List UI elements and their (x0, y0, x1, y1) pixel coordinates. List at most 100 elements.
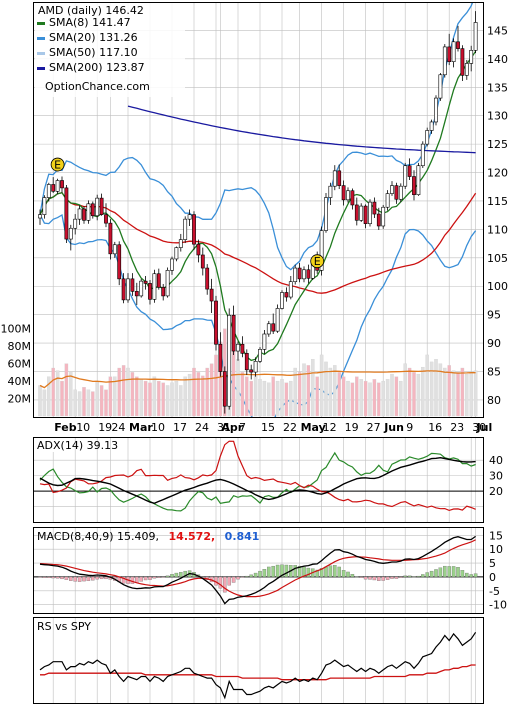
legend-entry: SMA(20) 131.26 (49, 31, 138, 44)
volume-bar (42, 389, 47, 417)
price-tick-label: 80 (487, 394, 501, 407)
volume-bar (443, 367, 447, 417)
macd-histogram-bar (170, 574, 174, 578)
macd-histogram-bar (104, 576, 108, 580)
candle-body (288, 281, 293, 298)
volume-bar (179, 385, 183, 417)
rs-panel: RS vs SPY (37, 620, 477, 700)
date-tick-label: 22 (283, 421, 297, 434)
candle-body (398, 185, 403, 200)
legend: AMD (daily) 146.42 SMA(8) 141.47 SMA(20) … (35, 3, 185, 97)
candle-body (420, 143, 425, 167)
volume-bar (130, 372, 135, 417)
candle-body (161, 287, 166, 297)
date-tick-label: 15 (261, 421, 275, 434)
candle-body (350, 190, 355, 206)
volume-axis: 20M 40M 60M 80M 100M (1, 323, 32, 406)
adx-tick-label: 20 (489, 485, 503, 498)
macd-histogram-bar (416, 575, 421, 578)
macd-histogram-bar (368, 576, 372, 580)
macd-histogram-bar (240, 576, 245, 578)
macd-histogram-bar (399, 576, 403, 578)
volume-bar (390, 373, 394, 417)
price-tick-label: 95 (487, 309, 501, 322)
candle-body (394, 185, 399, 200)
macd-histogram-bar (377, 576, 381, 581)
macd-histogram-bar (271, 565, 275, 578)
candle-body (170, 258, 174, 271)
adx-label: ADX(14) 39.13 (37, 439, 118, 452)
macd-histogram-bar (407, 575, 412, 578)
macd-tick-label: -5 (489, 585, 500, 598)
macd-histogram-bar (64, 576, 69, 580)
volume-bar (333, 365, 337, 417)
macd-histogram-bar (253, 572, 258, 578)
candle-body (464, 63, 469, 76)
date-tick-label: Jul (476, 421, 493, 434)
sma50-line (39, 191, 477, 294)
macd-histogram-bar (157, 576, 161, 578)
volume-bar (473, 370, 478, 417)
sma200-line (127, 105, 476, 154)
date-tick-label: 19 (345, 421, 359, 434)
date-tick-label: 7 (239, 421, 246, 434)
volume-bar (231, 350, 236, 417)
volume-tick-label: 60M (8, 358, 32, 371)
volume-bar (363, 380, 368, 417)
volume-tick-label: 100M (1, 323, 32, 336)
volume-bar (372, 379, 377, 417)
volume-bar (192, 367, 196, 417)
macd-histogram-bar (130, 576, 135, 584)
volume-bar (95, 380, 99, 417)
macd-histogram-bar (121, 576, 126, 584)
volume-bar (38, 385, 42, 417)
volume-bar (399, 380, 403, 417)
volume-bar (91, 391, 95, 417)
volume-bar (306, 365, 311, 417)
price-tick-label: 120 (487, 167, 508, 180)
sma200-group (127, 105, 476, 154)
volume-bars (38, 328, 478, 417)
candle-body (451, 41, 456, 62)
macd-histogram-bar (73, 576, 77, 582)
earnings-marker-label: E (314, 255, 321, 268)
candle-body (112, 244, 117, 255)
price-tick-label: 130 (487, 110, 508, 123)
candle-body (178, 239, 183, 248)
volume-bar (451, 370, 456, 417)
date-tick-label: 31 (217, 421, 231, 434)
macd-histogram-bar (236, 576, 240, 580)
earnings-marker (310, 254, 325, 269)
candle-body (434, 97, 438, 123)
macd-value: 14.572, (169, 530, 216, 543)
macd-histogram-bar (249, 574, 253, 578)
volume-bar (240, 372, 245, 417)
candle-body (156, 273, 161, 288)
candle-body (407, 165, 412, 177)
macd-histogram-bar (434, 569, 438, 578)
volume-bar (126, 367, 130, 417)
date-tick-label: 17 (173, 421, 187, 434)
macd-tick-label: -10 (489, 599, 507, 612)
volume-bar (293, 367, 297, 417)
adx-tick-label: 40 (489, 454, 503, 467)
volume-bar (346, 380, 350, 417)
volume-bar (117, 367, 121, 417)
volume-bar (429, 361, 434, 417)
macd-histogram-bar (152, 576, 157, 579)
rs-label: RS vs SPY (37, 620, 91, 633)
candle-body (368, 201, 372, 225)
candle-body (42, 197, 47, 215)
volume-bar (280, 379, 284, 417)
date-tick-label: 16 (428, 421, 442, 434)
macd-histogram-bar (451, 566, 456, 578)
candle-body (108, 222, 113, 255)
macd-histogram-bar (218, 576, 223, 589)
volume-bar (385, 379, 390, 417)
macd-histogram-bar (275, 564, 280, 578)
rs-average-line (40, 664, 476, 681)
price-axis: 80 85 90 95 100 105 110 115 120 125 130 135 140 145 (487, 24, 508, 407)
macd-signal-value: 0.841 (225, 530, 260, 543)
volume-bar (60, 380, 64, 417)
candle-body (174, 247, 179, 260)
